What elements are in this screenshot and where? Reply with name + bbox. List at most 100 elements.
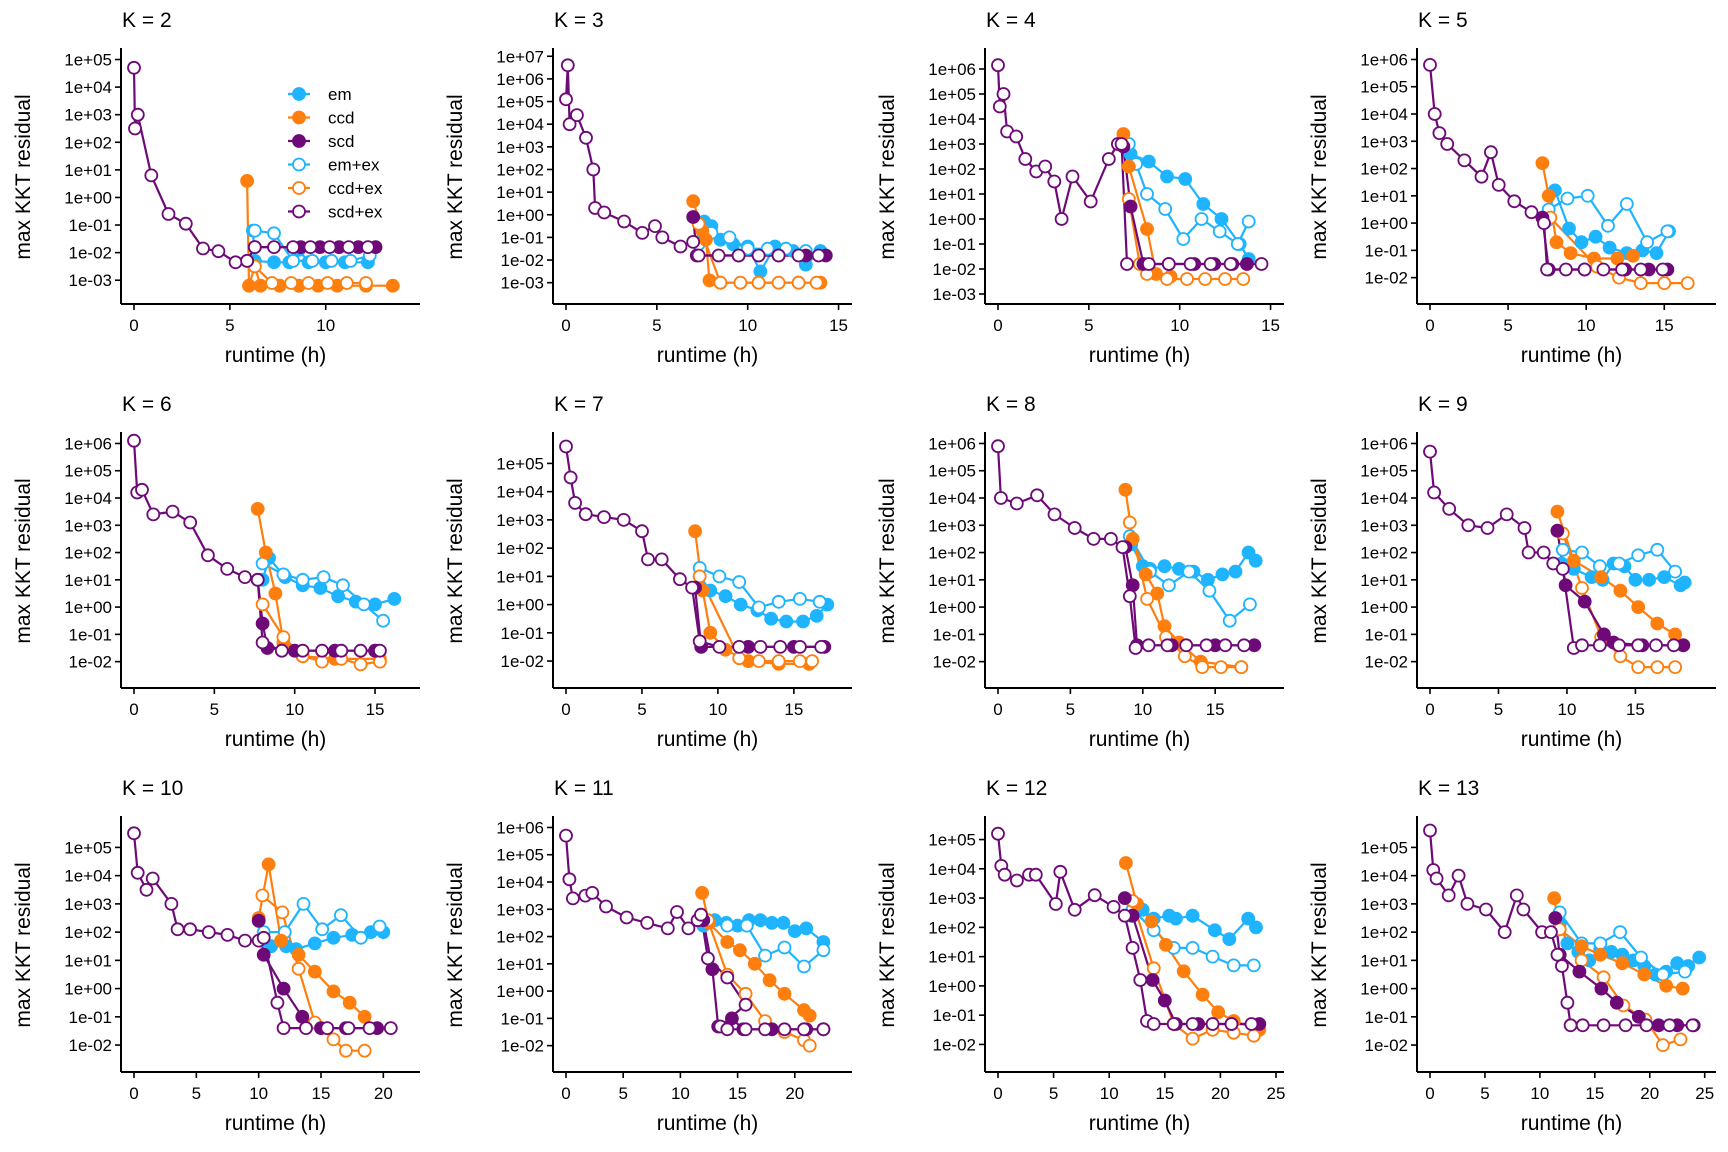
data-point-scd-ex — [711, 248, 726, 263]
data-point-ccd-ex — [301, 276, 316, 290]
y-tick-label: 1e+04 — [1360, 867, 1408, 886]
x-tick-label: 10 — [1170, 316, 1189, 335]
data-point-em-ex — [732, 575, 747, 589]
data-point-ccd — [1593, 947, 1608, 962]
data-point-scd-ex — [139, 882, 154, 897]
y-tick-label: 1e+03 — [496, 900, 544, 919]
y-axis-label: max KKT residual — [12, 94, 35, 259]
data-point-scd-ex — [1540, 262, 1555, 277]
data-point-scd-ex — [560, 58, 575, 73]
legend-marker — [292, 87, 306, 101]
data-point-scd-ex — [773, 639, 788, 654]
data-point-em-ex — [1222, 613, 1237, 628]
data-point-scd-ex — [1509, 888, 1524, 903]
data-point-scd-ex — [1536, 545, 1551, 560]
data-point-em — [1157, 559, 1172, 574]
data-point-ccd-ex — [791, 275, 806, 290]
data-point-ccd-ex — [357, 1043, 372, 1058]
series-line-em — [698, 575, 829, 623]
data-point-scd — [1594, 981, 1609, 996]
y-tick-label: 1e+00 — [1360, 980, 1408, 999]
data-point-scd — [1577, 594, 1592, 609]
data-point-scd-ex — [130, 107, 145, 122]
data-point-scd-ex — [220, 927, 235, 942]
data-point-scd-ex — [200, 548, 215, 563]
y-tick-label: 1e+02 — [928, 544, 976, 563]
data-point-scd-ex — [1615, 262, 1630, 277]
data-point-ccd — [1594, 570, 1609, 585]
data-point-scd-ex — [1114, 137, 1129, 151]
data-point-scd-ex — [1429, 871, 1444, 886]
data-point-ccd-ex — [1140, 591, 1155, 606]
data-point-scd-ex — [562, 872, 577, 887]
data-point-scd-ex — [635, 225, 650, 240]
data-point-scd-ex — [286, 240, 301, 255]
facet-panel: K = 6 1e-02 1e-01 1e+00 1e+01 1e+02 1e+03 1e+04… — [12, 393, 420, 751]
data-point-ccd — [240, 173, 255, 188]
y-tick-label: 1e+00 — [496, 982, 544, 1001]
data-point-em — [1642, 572, 1657, 587]
data-point-em-ex — [1212, 224, 1227, 239]
data-point-em-ex — [812, 594, 827, 609]
data-point-scd-ex — [579, 130, 593, 145]
data-point-scd-ex — [1038, 159, 1053, 174]
data-point-em-ex — [816, 943, 831, 958]
data-point-scd-ex — [1649, 638, 1663, 653]
data-point-scd-ex — [1103, 531, 1118, 546]
data-point-scd — [1548, 911, 1563, 925]
x-tick-label: 5 — [210, 700, 219, 719]
data-point-em-ex — [267, 226, 281, 241]
data-point-scd-ex — [694, 907, 708, 922]
facet-panel: K = 12 1e-02 1e-01 1e+00 1e+01 1e+02 1e+03 1e+0… — [876, 777, 1285, 1135]
x-axis-label: runtime (h) — [225, 344, 327, 367]
data-point-scd-ex — [1442, 502, 1457, 516]
y-axis-label: max KKT residual — [444, 478, 467, 643]
data-point-scd-ex — [1441, 888, 1456, 903]
data-point-scd-ex — [1451, 868, 1466, 883]
data-point-scd-ex — [1555, 561, 1570, 576]
y-axis-label: max KKT residual — [12, 478, 35, 643]
data-point-scd-ex — [578, 507, 593, 522]
data-point-ccd-ex — [1680, 276, 1695, 291]
y-tick-label: 1e-01 — [501, 228, 544, 247]
data-point-em-ex — [356, 597, 371, 612]
data-point-scd-ex — [751, 248, 766, 263]
data-point-em-ex — [758, 948, 773, 963]
data-point-scd-ex — [563, 470, 578, 485]
data-point-ccd-ex — [291, 961, 306, 976]
data-point-ccd-ex — [1195, 660, 1210, 675]
data-point-scd-ex — [1577, 262, 1592, 277]
data-point-em — [326, 930, 341, 945]
data-point-scd-ex — [732, 639, 747, 654]
y-tick-label: 1e+03 — [496, 138, 544, 157]
data-point-em-ex — [1158, 202, 1173, 216]
x-tick-label: 15 — [728, 1084, 747, 1103]
data-point-ccd-ex — [1657, 276, 1672, 291]
data-point-scd-ex — [383, 1021, 398, 1036]
y-tick-label: 1e+03 — [64, 895, 112, 914]
data-point-scd-ex — [568, 496, 583, 510]
data-point-scd-ex — [228, 255, 243, 270]
y-tick-label: 1e+05 — [1360, 78, 1408, 97]
y-tick-label: 1e-01 — [933, 625, 976, 644]
x-tick-label: 15 — [829, 316, 848, 335]
x-tick-label: 0 — [1425, 316, 1434, 335]
data-point-scd-ex — [1030, 488, 1045, 503]
x-tick-label: 0 — [1425, 1084, 1434, 1103]
data-point-em-ex — [739, 918, 754, 933]
y-tick-label: 1e+03 — [928, 889, 976, 908]
x-tick-label: 15 — [1626, 700, 1645, 719]
data-point-scd-ex — [1125, 940, 1140, 955]
data-point-ccd — [777, 986, 792, 1001]
legend: em ccd scd em+ex ccd+ex scd+ex — [288, 85, 383, 222]
data-point-ccd-ex — [802, 1038, 817, 1053]
x-tick-label: 5 — [637, 700, 646, 719]
data-point-scd-ex — [1612, 638, 1626, 653]
y-tick-label: 1e-01 — [501, 624, 544, 643]
data-point-scd-ex — [616, 512, 631, 527]
data-point-ccd-ex — [733, 275, 748, 290]
data-point-scd-ex — [1427, 485, 1442, 500]
x-tick-label: 0 — [561, 316, 570, 335]
data-point-scd-ex — [559, 828, 573, 843]
data-point-scd-ex — [1009, 496, 1024, 511]
